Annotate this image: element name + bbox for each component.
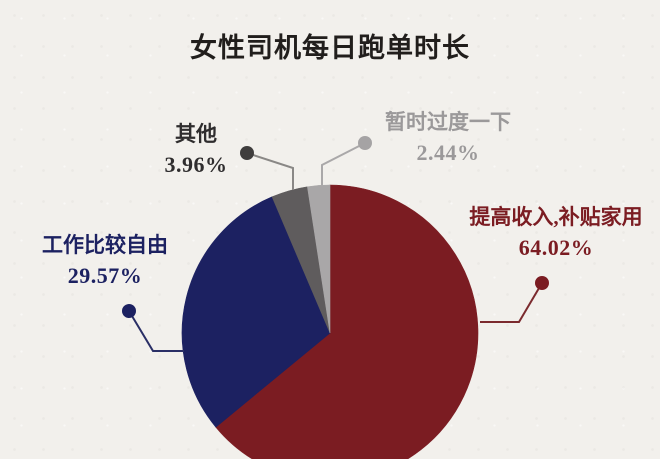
leader-line-3 (321, 142, 366, 186)
callout-text: 工作比较自由 (42, 233, 168, 257)
leader-dot-3 (358, 136, 372, 150)
callout-text: 其他 (175, 122, 217, 146)
callout-pct: 29.57% (67, 263, 143, 289)
leader-dot-1 (122, 304, 136, 318)
leader-line-0 (480, 282, 543, 323)
callout-text: 提高收入,补贴家用 (469, 205, 643, 229)
pie-slice-1 (181, 196, 331, 428)
callout-label-temporary: 暂时过度一下 2.44% (348, 107, 548, 169)
leader-dot-0 (535, 276, 549, 290)
pie-slice-3 (307, 184, 331, 334)
pie-slice-0 (215, 184, 479, 459)
callout-label-income: 提高收入,补贴家用 64.02% (452, 202, 660, 264)
leader-dot-2 (240, 146, 254, 160)
callout-pct: 3.96% (164, 152, 228, 178)
leader-line-1 (128, 310, 184, 352)
chart-title: 女性司机每日跑单时长 (190, 33, 470, 63)
leader-line-2 (246, 152, 294, 190)
callout-text: 暂时过度一下 (385, 110, 511, 134)
callout-label-other: 其他 3.96% (136, 119, 256, 181)
callout-pct: 64.02% (518, 235, 594, 261)
callout-pct: 2.44% (416, 140, 480, 166)
callout-label-freedom: 工作比较自由 29.57% (15, 230, 195, 292)
